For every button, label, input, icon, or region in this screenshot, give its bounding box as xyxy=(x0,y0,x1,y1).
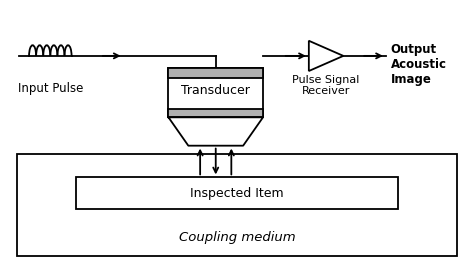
Bar xyxy=(168,109,263,117)
Bar xyxy=(168,68,263,117)
Text: Coupling medium: Coupling medium xyxy=(179,231,295,244)
Text: Transducer: Transducer xyxy=(181,84,250,97)
Text: Pulse Signal
Receiver: Pulse Signal Receiver xyxy=(292,75,360,96)
Bar xyxy=(17,154,457,256)
Bar xyxy=(168,109,263,117)
Text: Input Pulse: Input Pulse xyxy=(18,82,83,95)
Bar xyxy=(168,68,263,78)
Text: Inspected Item: Inspected Item xyxy=(190,187,284,200)
Bar xyxy=(168,68,263,78)
Bar xyxy=(76,177,398,210)
Polygon shape xyxy=(168,117,263,146)
Polygon shape xyxy=(309,41,343,71)
Text: Output
Acoustic
Image: Output Acoustic Image xyxy=(391,43,447,86)
